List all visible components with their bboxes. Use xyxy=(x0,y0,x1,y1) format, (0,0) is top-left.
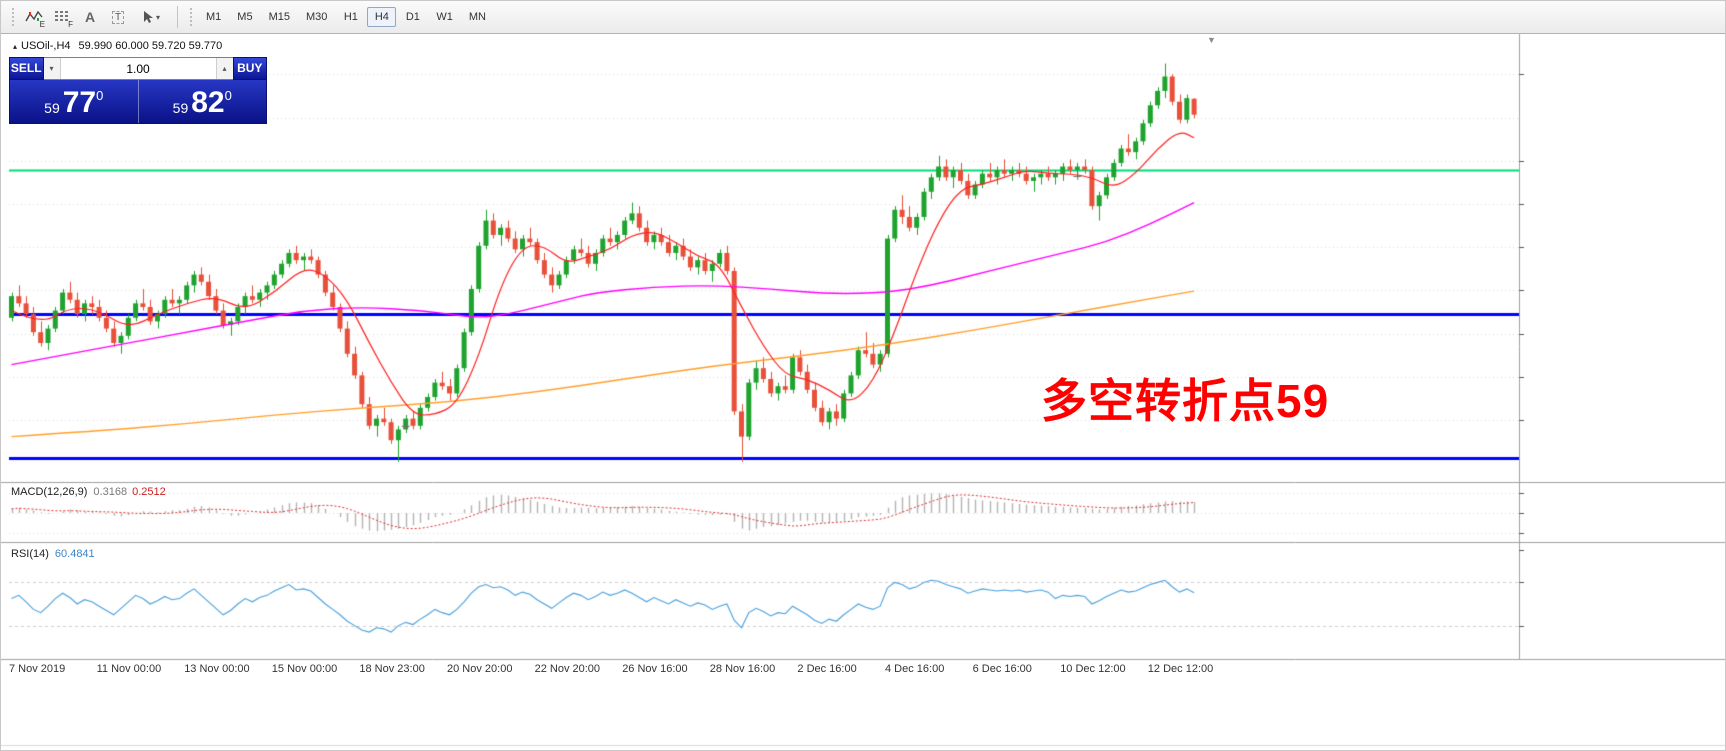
symbol-ohlc-header: ▴ USOil-,H4 59.990 60.000 59.720 59.770 xyxy=(13,40,222,52)
cursor-tool-icon[interactable]: ▾ xyxy=(132,5,170,30)
chevron-down-icon: ▾ xyxy=(155,12,160,22)
one-click-collapse-icon[interactable]: ▴ xyxy=(13,42,18,51)
buy-price-sup: 0 xyxy=(224,88,232,103)
time-axis-label: 26 Nov 16:00 xyxy=(622,663,688,675)
volume-input[interactable] xyxy=(60,58,216,79)
rsi-value: 60.4841 xyxy=(54,548,95,560)
time-axis-label: 12 Dec 12:00 xyxy=(1147,663,1214,675)
time-axis[interactable]: 7 Nov 2019 11 Nov 00:00 13 Nov 00:00 15 Nov… xyxy=(1,661,1725,679)
time-axis-label: 22 Nov 20:00 xyxy=(534,663,601,675)
macd-main-value: 0.3168 xyxy=(93,486,128,498)
zigzag-glyph xyxy=(25,10,43,22)
toolbar: E F A T ▾ M1 M5 M15 M30 H1 H xyxy=(1,1,1725,34)
timeframe-button-M5[interactable]: M5 xyxy=(237,11,253,23)
timeframe-button-D1[interactable]: D1 xyxy=(405,11,420,23)
time-axis-label: 18 Nov 23:00 xyxy=(359,663,425,675)
time-axis-label: 6 Dec 16:00 xyxy=(972,663,1032,675)
volume-box: ▾ ▴ xyxy=(43,57,233,80)
ohlc-values: 59.990 60.000 59.720 59.770 xyxy=(78,40,223,52)
macd-name: MACD(12,26,9) xyxy=(11,486,88,498)
timeframe-button-H4[interactable]: H4 xyxy=(367,7,397,27)
buy-price-big: 82 xyxy=(191,86,225,119)
toolbar-grip[interactable] xyxy=(189,7,194,27)
toolbar-grip[interactable] xyxy=(11,7,16,27)
time-axis-label: 20 Nov 20:00 xyxy=(447,663,513,675)
timeframe-button-M15[interactable]: M15 xyxy=(268,11,290,23)
time-axis-label: 4 Dec 16:00 xyxy=(885,663,945,675)
sell-price-sup: 0 xyxy=(96,88,104,103)
time-axis-label: 13 Nov 00:00 xyxy=(184,663,250,675)
time-axis-label: 15 Nov 00:00 xyxy=(271,663,338,675)
zigzag-indicator-icon[interactable]: E xyxy=(20,5,48,30)
timeframe-button-MN[interactable]: MN xyxy=(468,11,486,23)
sell-price-small: 59 xyxy=(44,100,60,116)
buy-button[interactable]: BUY xyxy=(232,57,267,80)
macd-signal-value: 0.2512 xyxy=(132,486,166,498)
chart-shift-marker-icon[interactable]: ▼ xyxy=(1207,35,1216,45)
sell-price-big: 77 xyxy=(62,86,97,119)
text-box-glyph: T xyxy=(111,10,125,24)
timeframe-button-W1[interactable]: W1 xyxy=(436,11,453,23)
tool-sub-label: F xyxy=(68,19,73,29)
timeframe-button-M30[interactable]: M30 xyxy=(305,11,328,23)
volume-decrease-button[interactable]: ▾ xyxy=(43,58,61,79)
rsi-name: RSI(14) xyxy=(11,548,49,560)
symbol-label: USOil-,H4 xyxy=(21,40,71,52)
time-axis-label: 11 Nov 00:00 xyxy=(96,663,162,675)
text-label-glyph: A xyxy=(84,9,96,25)
tool-sub-label: E xyxy=(39,19,45,29)
toolbar-separator xyxy=(177,6,178,28)
sell-button[interactable]: SELL xyxy=(9,57,44,80)
rsi-indicator-label: RSI(14) 60.4841 xyxy=(11,548,95,560)
timeframe-button-H1[interactable]: H1 xyxy=(343,11,358,23)
time-axis-label: 7 Nov 2019 xyxy=(9,663,66,675)
grid-glyph xyxy=(55,11,68,21)
time-axis-label: 28 Nov 16:00 xyxy=(709,663,776,675)
time-axis-label: 2 Dec 16:00 xyxy=(797,663,857,675)
text-box-tool-icon[interactable]: T xyxy=(104,5,132,30)
time-axis-label: 10 Dec 12:00 xyxy=(1060,663,1126,675)
price-annotation-text: 多空转折点59 xyxy=(1041,375,1330,427)
macd-indicator-label: MACD(12,26,9) 0.3168 0.2512 xyxy=(11,486,166,498)
timeframe-button-M1[interactable]: M1 xyxy=(206,11,222,23)
cursor-glyph xyxy=(143,11,153,23)
timeframe-group: M1 M5 M15 M30 H1 H4 D1 W1 MN xyxy=(198,7,494,27)
grid-indicator-icon[interactable]: F xyxy=(48,5,76,30)
sell-price-display[interactable]: 59 77 0 xyxy=(10,80,139,123)
buy-price-display[interactable]: 59 82 0 xyxy=(139,80,267,123)
text-label-tool-icon[interactable]: A xyxy=(76,5,104,30)
buy-price-small: 59 xyxy=(172,100,189,116)
volume-increase-button[interactable]: ▴ xyxy=(215,58,233,79)
